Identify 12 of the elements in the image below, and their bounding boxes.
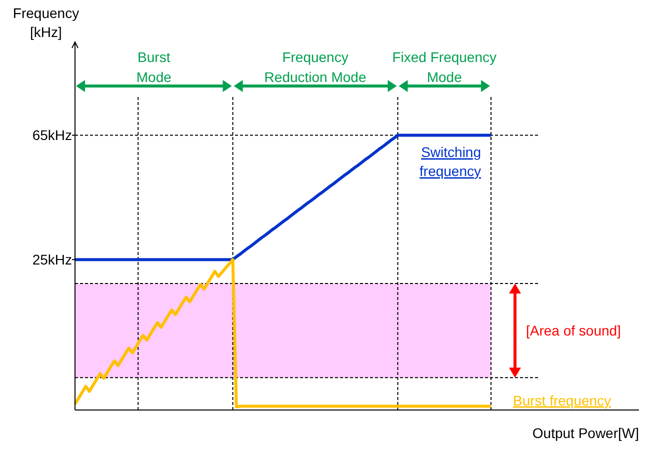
x-axis-title: Output Power[W] [532, 425, 639, 441]
series-label: Burst frequency [513, 392, 612, 408]
line-series [74, 134, 492, 262]
y-tick-label: 25kHz [32, 252, 72, 268]
annotation: Fixed Frequency Mode [392, 49, 497, 85]
band-label: [Area of sound] [526, 322, 621, 339]
annotation: Burst Mode [136, 49, 172, 85]
line-series [74, 258, 492, 408]
series-label: Switching frequency [420, 144, 481, 180]
annotation: Frequency Reduction Mode [264, 49, 366, 85]
y-tick-label: 65kHz [32, 127, 72, 144]
y-axis-title: Frequency [kHz] [12, 5, 80, 40]
